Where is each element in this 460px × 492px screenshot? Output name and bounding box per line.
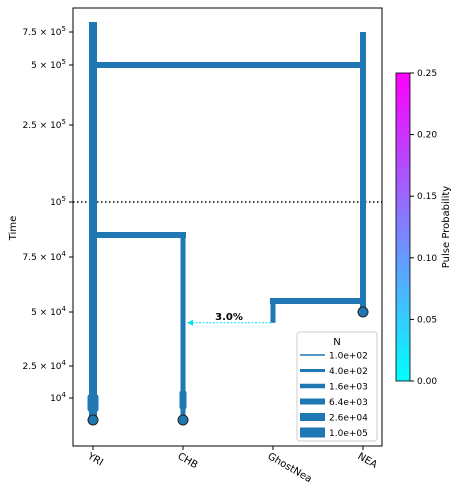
lineage-CHB-base bbox=[180, 390, 187, 410]
y-tick-label: 105 bbox=[50, 195, 66, 208]
x-tick-label: GhostNea bbox=[266, 451, 314, 485]
y-tick-label: 5 × 105 bbox=[31, 58, 66, 71]
y-tick-label: 7.5 × 104 bbox=[23, 250, 67, 263]
y-axis-label: Time bbox=[8, 216, 19, 241]
y-tick-label: 2.5 × 105 bbox=[23, 118, 67, 131]
pulse-arrowhead bbox=[187, 320, 193, 326]
colorbar-label: Pulse Probability bbox=[441, 186, 452, 268]
colorbar-tick-label: 0.00 bbox=[417, 377, 437, 387]
y-tick-label: 5 × 104 bbox=[31, 305, 66, 318]
colorbar-tick-label: 0.10 bbox=[417, 254, 437, 264]
legend-label: 2.6e+04 bbox=[329, 414, 368, 424]
x-tick-label: CHB bbox=[176, 451, 200, 471]
colorbar-gradient bbox=[396, 73, 410, 381]
colorbar-ticks: 0.00 0.05 0.10 0.15 0.20 0.25 bbox=[410, 69, 437, 387]
sample-marker-CHB bbox=[178, 415, 188, 425]
colorbar-tick-label: 0.20 bbox=[417, 131, 437, 141]
legend-label: 6.4e+03 bbox=[329, 398, 368, 408]
y-tick-label: 7.5 × 105 bbox=[23, 25, 67, 38]
legend-label: 1.0e+02 bbox=[329, 352, 368, 362]
lineage-YRI-base bbox=[88, 394, 99, 412]
colorbar: 0.00 0.05 0.10 0.15 0.20 0.25 Pulse Probabili… bbox=[396, 69, 452, 387]
y-tick-label: 104 bbox=[50, 391, 66, 404]
y-axis: 7.5 × 105 5 × 105 2.5 × 105 105 7.5 × 104 5 ×… bbox=[23, 25, 74, 404]
sample-marker-YRI bbox=[88, 415, 98, 425]
colorbar-tick-label: 0.15 bbox=[417, 192, 437, 202]
sample-marker-NEA bbox=[358, 307, 368, 317]
pulse-label: 3.0% bbox=[215, 312, 243, 323]
x-axis: YRI CHB GhostNea NEA bbox=[85, 446, 379, 485]
legend-title: N bbox=[333, 337, 340, 348]
x-tick-label: YRI bbox=[85, 451, 105, 469]
colorbar-tick-label: 0.25 bbox=[417, 69, 437, 79]
x-tick-label: NEA bbox=[356, 451, 380, 471]
legend-label: 1.6e+03 bbox=[329, 383, 368, 393]
legend: N 1.0e+02 4.0e+02 1.6e+03 6.4e+03 2.6e+04 1.0… bbox=[297, 332, 377, 441]
legend-label: 4.0e+02 bbox=[329, 367, 368, 377]
pulse-layer: 3.0% bbox=[187, 312, 271, 326]
legend-label: 1.0e+05 bbox=[329, 429, 368, 439]
colorbar-tick-label: 0.05 bbox=[417, 315, 437, 325]
y-tick-label: 2.5 × 104 bbox=[23, 359, 67, 372]
